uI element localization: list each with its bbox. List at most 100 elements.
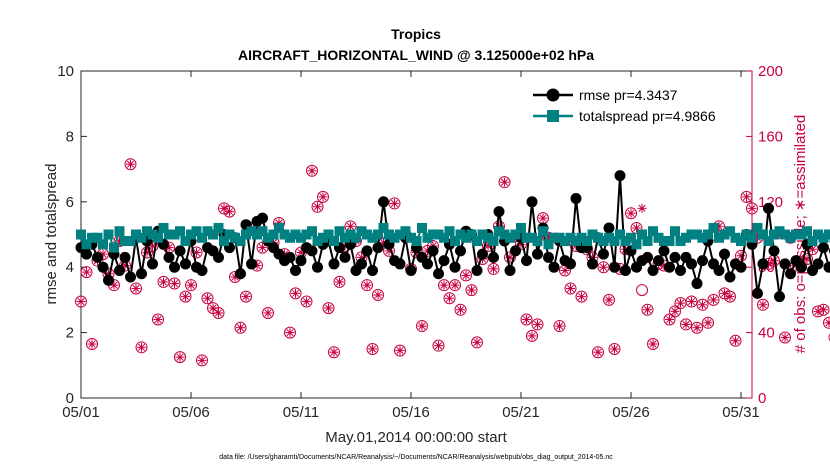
- rmse-point: [642, 251, 653, 263]
- totalspread-point: [703, 229, 713, 240]
- obs-possible-point: [636, 284, 648, 297]
- obs-assimilated-point: [626, 208, 636, 218]
- obs-assimilated-point: [566, 283, 575, 293]
- obs-possible-point: [504, 251, 516, 264]
- rmse-point: [785, 268, 796, 280]
- obs-possible-point: [553, 320, 566, 333]
- asterisk-stroke: [704, 319, 712, 327]
- obs-assimilated-point: [258, 243, 267, 253]
- obs-assimilated-point: [676, 298, 685, 308]
- totalspread-point: [323, 229, 334, 240]
- asterisk-stroke: [330, 348, 338, 356]
- obs-assimilated-point: [126, 159, 135, 169]
- obs-assimilated-point: [780, 333, 790, 343]
- rmse-point: [812, 258, 824, 270]
- totalspread-point: [367, 232, 378, 243]
- totalspread-point: [455, 229, 466, 240]
- obs-assimilated-point: [170, 279, 179, 289]
- obs-assimilated-point: [698, 300, 707, 310]
- rmse-point: [455, 245, 466, 257]
- obs-assimilated-point: [467, 285, 476, 295]
- obs-assimilated-point: [522, 315, 531, 325]
- obs-assimilated-point: [291, 288, 300, 298]
- asterisk-stroke: [165, 244, 173, 252]
- rmse-point: [147, 258, 158, 270]
- obs-assimilated-point: [824, 318, 830, 328]
- obs-assimilated-point: [593, 347, 603, 357]
- asterisk-stroke: [473, 338, 481, 346]
- obs-assimilated-point: [703, 318, 713, 328]
- obs-assimilated-point: [637, 203, 647, 213]
- obs-assimilated-point: [604, 295, 614, 305]
- totalspread-point: [681, 232, 691, 243]
- asterisk-stroke: [346, 222, 355, 230]
- obs-possible-point: [75, 295, 87, 308]
- obs-possible-point: [300, 295, 313, 308]
- obs-assimilated-point: [599, 262, 608, 272]
- asterisk-stroke: [88, 340, 96, 348]
- rmse-point: [356, 258, 367, 270]
- rmse-point: [103, 274, 114, 286]
- asterisk-stroke: [605, 296, 613, 304]
- rmse-point: [504, 264, 516, 276]
- rmse-point: [449, 261, 461, 273]
- legend-spread-label: totalspread pr=4.9866: [579, 108, 716, 124]
- obs-assimilated-point: [692, 323, 702, 333]
- obs-assimilated-point: [720, 288, 729, 298]
- obs-assimilated-point: [527, 331, 537, 341]
- obs-assimilated-point: [236, 323, 245, 333]
- rmse-point: [823, 261, 830, 273]
- obs-possible-point: [460, 269, 472, 282]
- rmse-point: [543, 251, 554, 263]
- totalspread-point: [714, 232, 724, 243]
- totalspread-point: [384, 229, 394, 240]
- asterisk-stroke: [154, 315, 162, 324]
- totalspread-point: [450, 236, 460, 247]
- obs-assimilated-point: [742, 192, 751, 202]
- x-tick-label: 05/01: [62, 404, 100, 421]
- asterisk-stroke: [374, 291, 382, 299]
- rmse-point: [735, 261, 747, 273]
- totalspread-point: [120, 236, 130, 247]
- obs-assimilated-point: [219, 203, 229, 213]
- rmse-point: [367, 264, 378, 276]
- obs-possible-point: [86, 338, 98, 351]
- rmse-point: [477, 248, 488, 260]
- obs-assimilated-point: [758, 300, 768, 310]
- totalspread-point: [202, 226, 213, 237]
- rmse-point: [620, 264, 631, 276]
- asterisk-stroke: [555, 322, 564, 330]
- obs-possible-point: [471, 336, 483, 349]
- obs-possible-point: [603, 293, 615, 306]
- totalspread-point: [290, 229, 301, 240]
- asterisk-stroke: [533, 320, 542, 328]
- totalspread-point: [180, 236, 191, 247]
- rmse-point: [818, 242, 829, 254]
- y-tick-label: 0: [66, 390, 74, 407]
- totalspread-point: [235, 236, 246, 247]
- y-axis-label: rmse and totalspread: [43, 164, 60, 305]
- totalspread-point: [725, 226, 735, 237]
- asterisk-stroke: [528, 332, 536, 340]
- totalspread-point: [626, 232, 636, 243]
- totalspread-point: [340, 232, 350, 243]
- obs-possible-point: [432, 339, 445, 352]
- asterisk-stroke: [181, 293, 190, 301]
- asterisk-stroke: [671, 307, 679, 315]
- asterisk-stroke: [335, 278, 344, 286]
- obs-assimilated-point: [335, 277, 344, 287]
- totalspread-point: [598, 236, 609, 247]
- totalspread-point: [378, 222, 389, 233]
- asterisk-stroke: [665, 315, 674, 324]
- totalspread-point: [246, 226, 257, 237]
- totalspread-point: [560, 236, 570, 247]
- obs-assimilated-point: [362, 280, 372, 290]
- obs-assimilated-point: [214, 308, 223, 318]
- y-tick-label: 8: [66, 128, 74, 145]
- obs-possible-point: [641, 303, 654, 316]
- y-right-tick-label: 0: [758, 390, 766, 407]
- obs-possible-point: [443, 292, 456, 305]
- obs-possible-point: [394, 344, 406, 357]
- x-tick-label: 05/26: [612, 404, 650, 421]
- obs-assimilated-point: [241, 292, 251, 302]
